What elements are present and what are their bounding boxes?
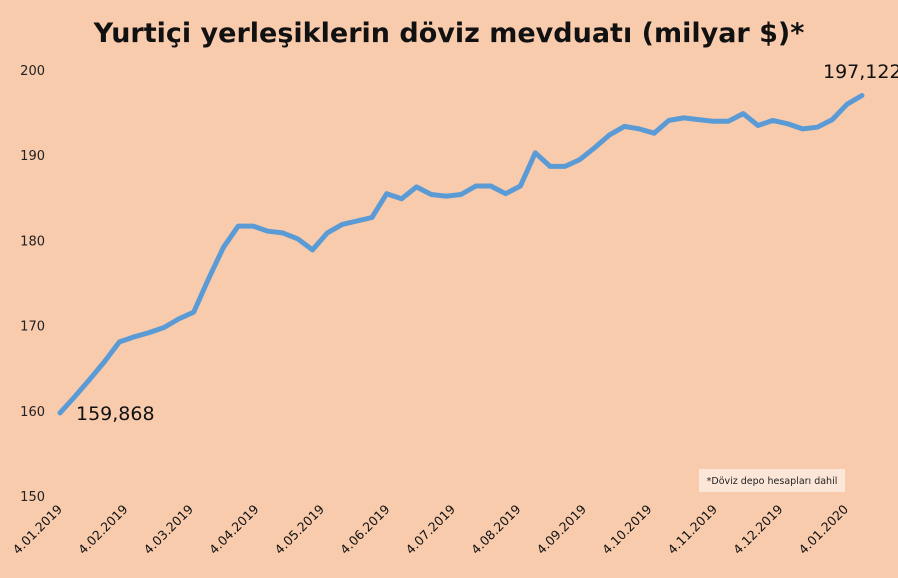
- y-tick-label: 190: [20, 149, 45, 164]
- footnote: *Döviz depo hesapları dahil: [707, 476, 838, 487]
- plot-area: [57, 93, 865, 416]
- series-line: [57, 93, 865, 416]
- y-tick-label: 160: [20, 405, 45, 420]
- y-tick-label: 180: [20, 234, 45, 249]
- note-box: [699, 469, 845, 492]
- y-tick-label: 200: [20, 64, 45, 79]
- y-tick-label: 150: [20, 490, 45, 505]
- start-value-label: 159,868: [76, 403, 155, 425]
- y-axis: 150 160 170 180 190 200: [20, 64, 45, 505]
- y-tick-label: 170: [20, 320, 45, 335]
- end-value-label: 197,122: [823, 61, 898, 83]
- chart-title: Yurtiçi yerleşiklerin döviz mevduatı (mi…: [93, 18, 805, 49]
